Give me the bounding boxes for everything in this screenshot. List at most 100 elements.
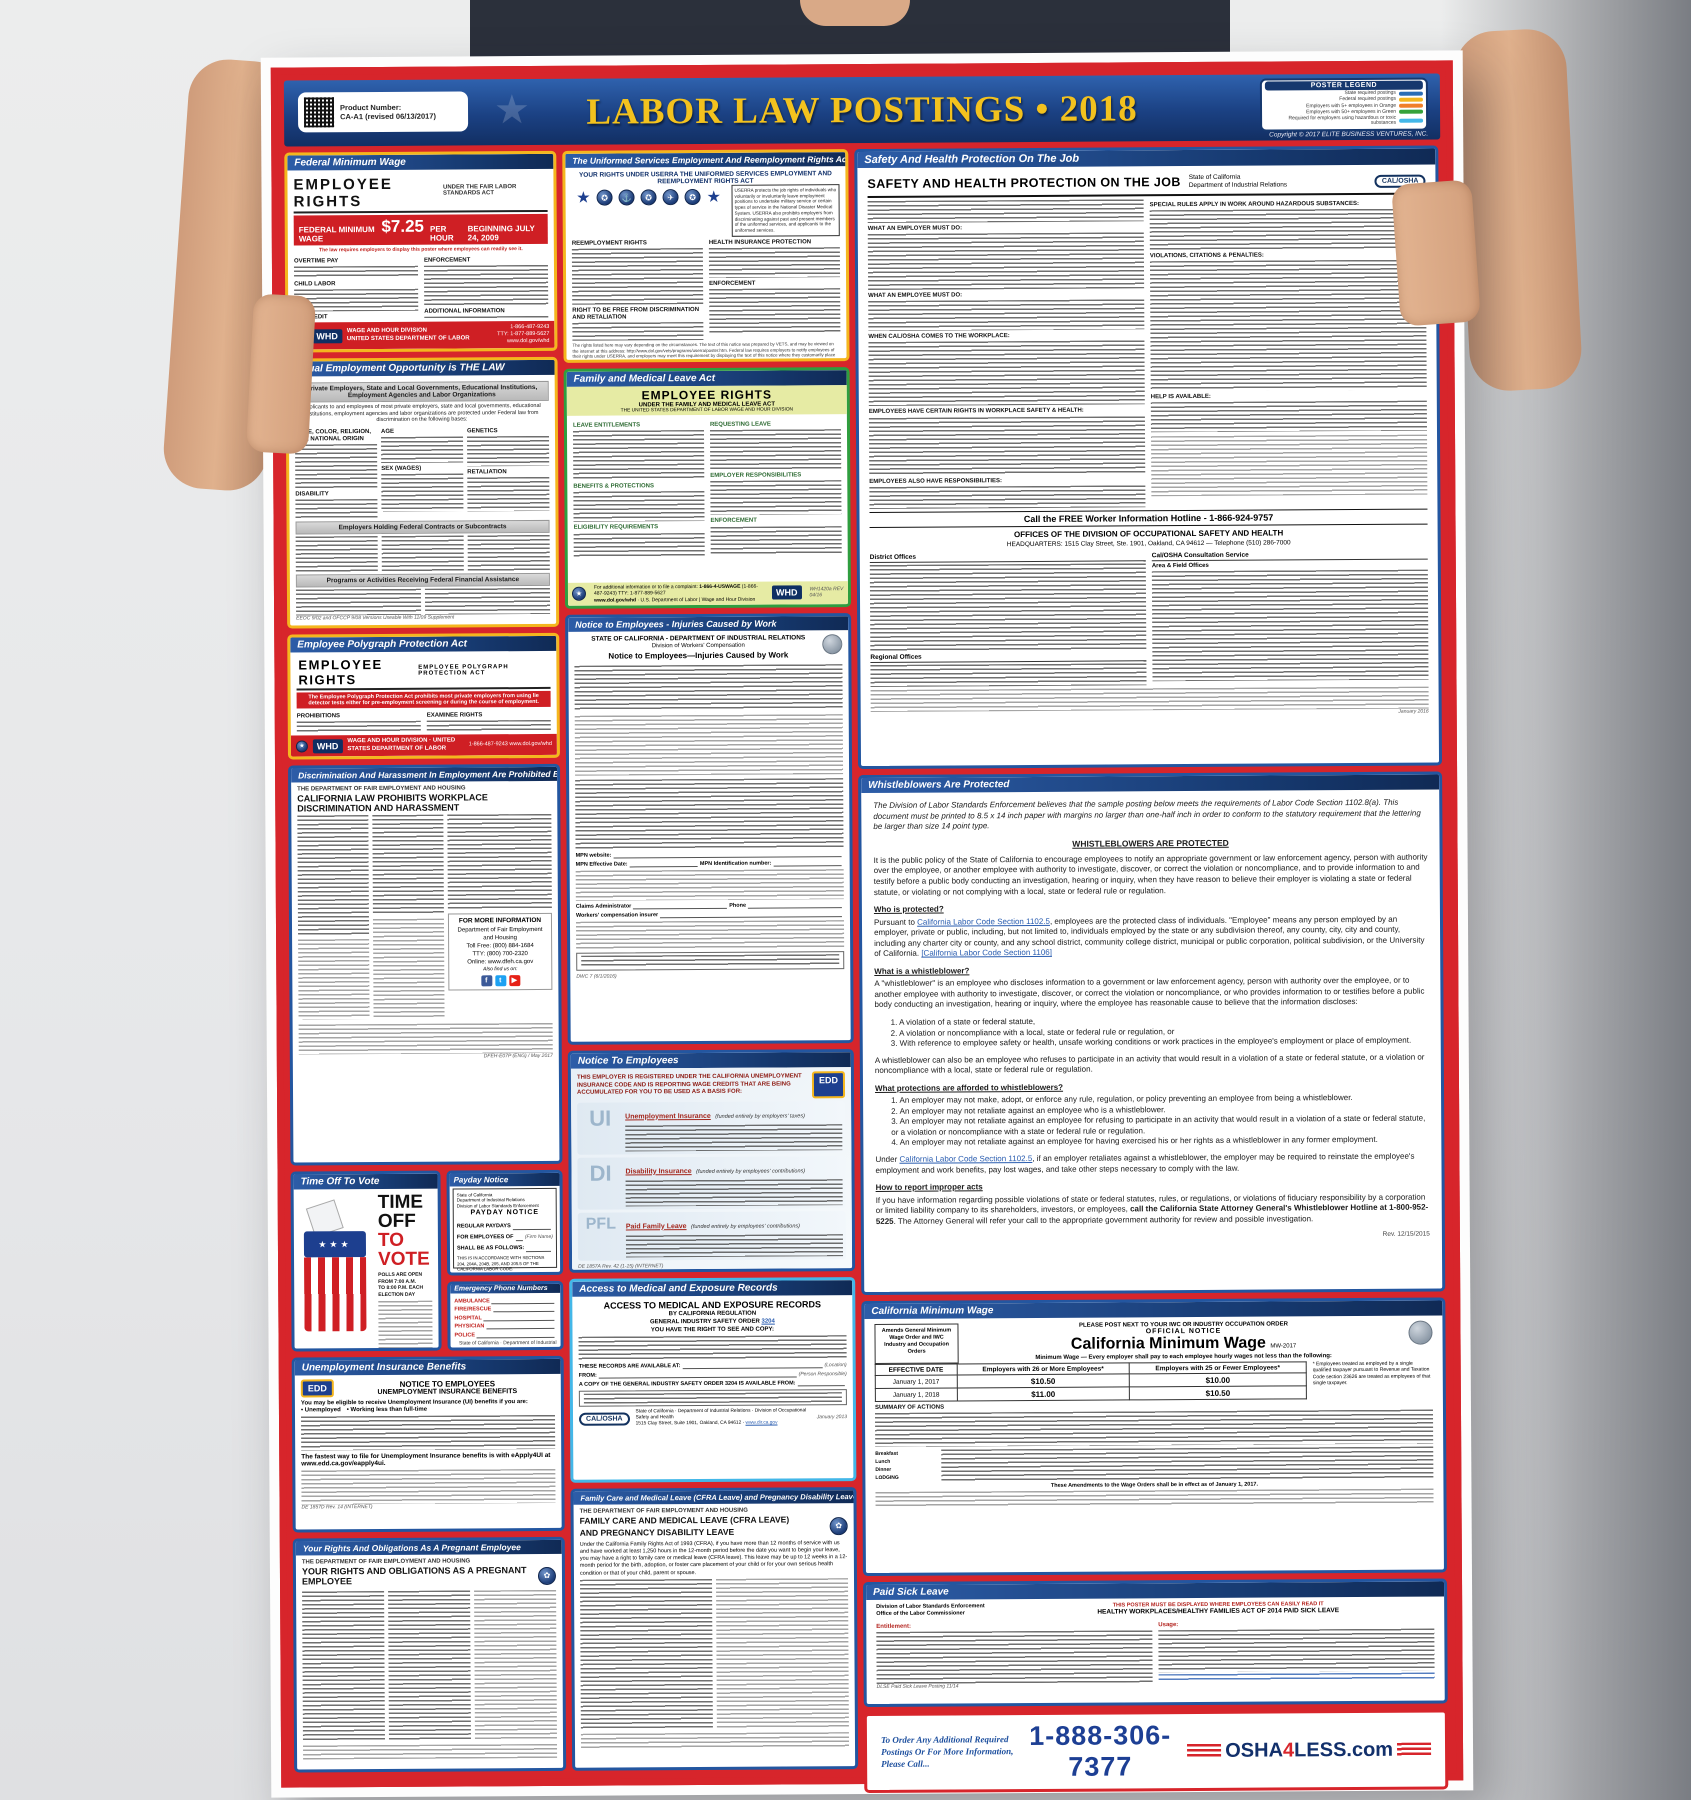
wage-cell: $10.00	[1129, 1372, 1307, 1387]
field-label: MPN Identification number:	[699, 860, 772, 867]
phone-number: 1-866-487-9243	[468, 741, 508, 748]
area-field-offices-label: Area & Field Offices	[1151, 562, 1209, 570]
military-seal-icon: ⚓	[618, 189, 635, 206]
fine-print	[295, 499, 378, 520]
info-website: Online: www.dfeh.ca.gov	[467, 959, 534, 966]
fine-print	[625, 1233, 844, 1257]
contact-phone: 1-866-4-USWAGE	[699, 583, 741, 590]
meal-lodging-values	[941, 1446, 1434, 1482]
fine-print	[571, 248, 704, 305]
section-title: Notice to Employees - Injuries Caused by…	[575, 618, 777, 630]
minimum-wage-table: EFFECTIVE DATE Employers with 26 or More…	[875, 1361, 1307, 1402]
fine-print	[715, 1577, 849, 1729]
benefit-title: Unemployment Insurance	[625, 1112, 711, 1120]
effective-date: BEGINNING JULY 24, 2009	[467, 224, 535, 243]
taxpayer-footnote: * Employees treated as employed by a sin…	[1312, 1360, 1431, 1387]
benefit-subtitle: (funded entirely by employees' contribut…	[690, 1222, 800, 1230]
fine-print	[293, 265, 419, 279]
fine-print	[381, 473, 464, 513]
list-item: 3. With reference to employee safety or …	[890, 1035, 1412, 1048]
poster-header: ★ ★ Product Number: CA-A1 (revised 06/13…	[283, 73, 1441, 147]
section-title-bar: Notice To Employees	[570, 1052, 851, 1069]
answer-text: Under	[875, 1154, 900, 1164]
fine-print	[710, 525, 842, 555]
fine-print	[572, 322, 704, 342]
fmla-department-line: THE UNITED STATES DEPARTMENT OF LABOR WA…	[620, 407, 794, 414]
fine-print	[583, 1392, 842, 1405]
subheading: PROHIBITIONS	[296, 713, 341, 720]
fine-print	[474, 1589, 557, 1741]
section-discrimination-harassment: Discrimination And Harassment In Employm…	[288, 763, 563, 1166]
fine-print	[381, 436, 464, 463]
website: www.dol.gov/whd	[506, 338, 550, 345]
legend-item: Required for employers using hazardous o…	[1265, 115, 1424, 127]
product-number: CA-A1 (revised 06/13/2017)	[340, 111, 436, 122]
emergency-field-label: HOSPITAL	[454, 1314, 482, 1322]
subheading: AGE	[380, 428, 395, 435]
fine-print	[467, 535, 550, 572]
payday-emergency-stack: Payday Notice State of California Departm…	[446, 1169, 564, 1351]
column-right: Safety And Health Protection On The Job …	[854, 145, 1449, 1794]
section-cfra-pdl: Family Care and Medical Leave (CFRA Leav…	[570, 1487, 859, 1771]
how-to-report-question: How to report improper acts	[875, 1182, 983, 1193]
section-title: Family Care and Medical Leave (CFRA Leav…	[580, 1492, 854, 1503]
section-title: Paid Sick Leave	[873, 1586, 949, 1598]
answer-text: A whistleblower can also be an employee …	[874, 1052, 1425, 1076]
polls-hours-line: POLLS ARE OPEN FROM 7:00 A.M.	[378, 1271, 423, 1285]
fine-print	[869, 485, 1146, 509]
section-pregnant-employee-rights: Your Rights And Obligations As A Pregnan…	[292, 1536, 567, 1773]
fine-print	[300, 1414, 556, 1451]
agency-line: State of California	[458, 1340, 499, 1347]
wage-cell: $11.00	[956, 1386, 1130, 1401]
answer-text: Pursuant to	[873, 917, 918, 927]
section-title: Your Rights And Obligations As A Pregnan…	[302, 1542, 521, 1554]
regulation-line: BY CALIFORNIA REGULATION	[668, 1310, 757, 1318]
employee-rights-heading: EMPLOYEE RIGHTS	[298, 656, 383, 688]
blank-line	[476, 1336, 555, 1338]
person-neck	[800, 0, 910, 26]
military-seal-icon: ✈	[662, 189, 679, 206]
ballot-box-illustration: ★ ★ ★	[300, 1193, 375, 1344]
fmla-heading-band: EMPLOYEE RIGHTS UNDER THE FAMILY AND MED…	[566, 385, 847, 416]
fine-print	[575, 919, 845, 950]
order-phone-number: 1-888-306-7377	[1029, 1720, 1172, 1782]
blank-line	[660, 915, 842, 918]
blank-line	[526, 1251, 551, 1253]
blank-line	[682, 1367, 823, 1370]
healthy-workplaces-heading: HEALTHY WORKPLACES/HEALTHY FAMILIES ACT …	[1097, 1607, 1340, 1616]
labor-code-link: California Labor Code Section 1102.5	[917, 916, 1050, 927]
pdl-heading: AND PREGNANCY DISABILITY LEAVE	[579, 1526, 735, 1538]
subheading: LEAVE ENTITLEMENTS	[572, 422, 641, 429]
whd-logo: WHD	[771, 585, 802, 600]
subheading: GENETICS	[466, 428, 498, 435]
userra-footnote: The rights listed here may vary dependin…	[572, 341, 836, 360]
subheading: CHILD LABOR	[294, 281, 336, 288]
section-california-minimum-wage: California Minimum Wage Amends General M…	[861, 1297, 1447, 1577]
fine-print	[372, 814, 444, 916]
fine-print	[874, 1409, 1434, 1448]
subheading: REEMPLOYMENT RIGHTS	[571, 240, 647, 247]
contact-dept: U.S. Department of Labor | Wage and Hour…	[640, 596, 756, 603]
who-protected-question: Who is protected?	[873, 904, 944, 915]
legend-chip	[1399, 103, 1424, 108]
wage-cell: $10.50	[1129, 1385, 1307, 1400]
fine-print	[1150, 401, 1427, 433]
blank-line	[629, 865, 698, 868]
section-title: Emergency Phone Numbers	[454, 1284, 548, 1293]
dfeh-seal-icon: ✿	[537, 1566, 557, 1585]
ballot-box-stripes	[304, 1257, 367, 1332]
fine-print	[868, 299, 1145, 332]
section-title: Family and Medical Leave Act	[573, 372, 716, 385]
vote-heading-1: TIME OFF	[377, 1191, 424, 1232]
blank-line	[493, 1310, 555, 1313]
di-benefit-block: DI Disability Insurance (funded entirely…	[577, 1155, 846, 1210]
twitter-icon: t	[494, 975, 506, 987]
benefit-abbr: PFL	[585, 1215, 616, 1233]
fine-print	[303, 1743, 558, 1760]
fine-print	[875, 1488, 1434, 1509]
poster-legend: POSTER LEGEND State required postings Fe…	[1259, 77, 1429, 132]
section-paid-sick-leave: Paid Sick Leave Division of Labor Standa…	[863, 1578, 1448, 1708]
section-title: Access to Medical and Exposure Records	[579, 1282, 778, 1295]
revision-date: January 2013	[816, 1414, 848, 1421]
userra-summary: USERRA protects the job rights of indivi…	[734, 187, 837, 233]
